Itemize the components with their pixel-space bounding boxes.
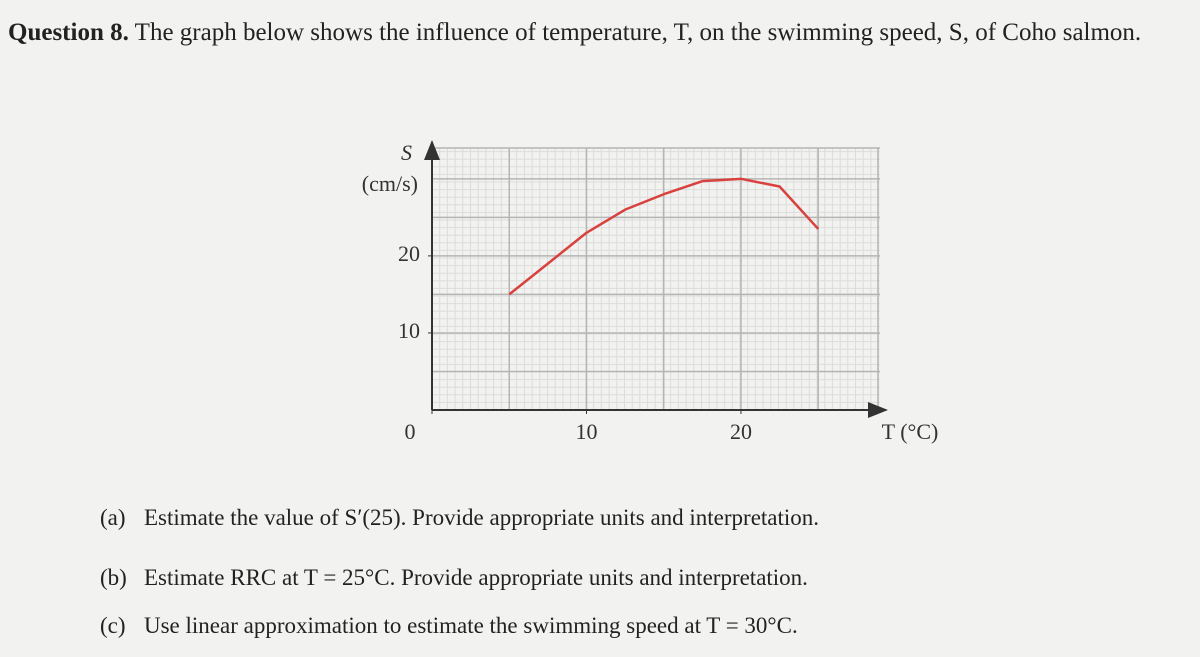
x-axis-label: T (°C) [882,419,939,444]
curve [508,177,820,296]
y-axis-unit: (cm/s) [362,171,418,196]
x-tick-label: 10 [575,419,597,444]
part-c: (c) Use linear approximation to estimate … [100,613,798,639]
y-tick-label: 20 [398,241,420,266]
y-tick-label: 10 [398,318,420,343]
part-label: (b) [100,565,127,590]
part-text: Estimate RRC at T = 25°C. Provide approp… [144,565,808,590]
x-tick-label: 20 [730,419,752,444]
part-text: Use linear approximation to estimate the… [144,613,798,638]
question: Question 8. The graph below shows the in… [8,14,1188,52]
part-a: (a) Estimate the value of S′(25). Provide… [100,505,819,531]
y-axis-label: S [401,140,412,165]
part-b: (b) Estimate RRC at T = 25°C. Provide app… [100,565,808,591]
grid [431,147,880,411]
question-number: Question 8. [8,19,129,46]
part-text: Estimate the value of S′(25). Provide ap… [144,505,820,530]
part-label: (c) [100,613,126,638]
x-tick-label: 0 [405,419,416,444]
part-label: (a) [100,505,126,530]
plot [424,140,888,418]
question-text: The graph below shows the influence of t… [134,19,1142,46]
